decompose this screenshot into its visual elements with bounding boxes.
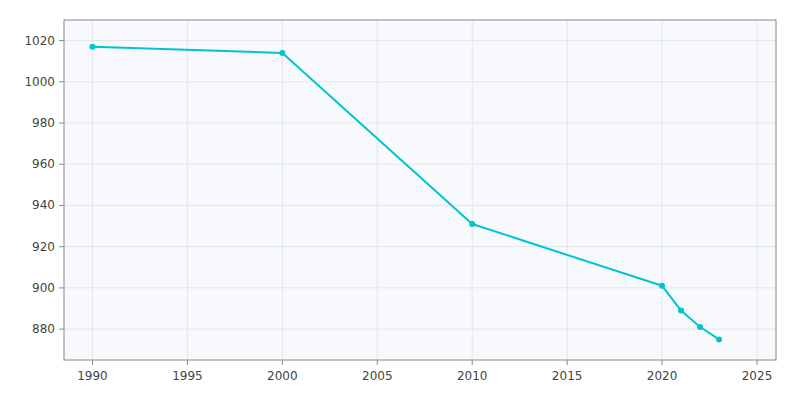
point-marker bbox=[659, 283, 665, 289]
y-tick bbox=[59, 81, 64, 82]
point-marker bbox=[678, 308, 684, 314]
x-tick bbox=[757, 360, 758, 365]
y-tick bbox=[59, 40, 64, 41]
x-grid-line bbox=[757, 20, 758, 360]
x-grid-line bbox=[282, 20, 283, 360]
y-tick bbox=[59, 205, 64, 206]
y-grid-line bbox=[64, 329, 776, 330]
y-grid-line bbox=[64, 205, 776, 206]
x-tick-label: 1995 bbox=[172, 369, 203, 383]
y-grid-line bbox=[64, 40, 776, 41]
y-tick bbox=[59, 329, 64, 330]
x-grid-line bbox=[92, 20, 93, 360]
x-grid-line bbox=[187, 20, 188, 360]
y-grid-line bbox=[64, 246, 776, 247]
point-marker bbox=[716, 336, 722, 342]
y-tick bbox=[59, 246, 64, 247]
x-tick bbox=[377, 360, 378, 365]
y-tick-label: 920 bbox=[32, 240, 55, 254]
x-grid-line bbox=[377, 20, 378, 360]
x-tick-label: 2000 bbox=[267, 369, 298, 383]
x-tick-label: 2010 bbox=[457, 369, 488, 383]
x-tick bbox=[472, 360, 473, 365]
y-tick-label: 1000 bbox=[24, 75, 55, 89]
x-tick bbox=[662, 360, 663, 365]
y-grid-line bbox=[64, 81, 776, 82]
y-tick bbox=[59, 164, 64, 165]
point-marker bbox=[697, 324, 703, 330]
y-tick-label: 1020 bbox=[24, 34, 55, 48]
point-marker bbox=[469, 221, 475, 227]
x-tick bbox=[567, 360, 568, 365]
point-marker bbox=[89, 44, 95, 50]
y-grid-line bbox=[64, 287, 776, 288]
y-tick-label: 880 bbox=[32, 322, 55, 336]
plot-frame bbox=[64, 20, 776, 360]
x-tick-label: 2020 bbox=[647, 369, 678, 383]
axes: 1990 1995 2000 2005 2010 2015 2020 2025 880 900 92… bbox=[24, 20, 776, 383]
x-tick-label: 1990 bbox=[77, 369, 108, 383]
x-tick-label: 2005 bbox=[362, 369, 393, 383]
chart-svg: 1990 1995 2000 2005 2010 2015 2020 2025 880 900 92… bbox=[0, 0, 800, 400]
x-tick-label: 2025 bbox=[742, 369, 773, 383]
y-tick bbox=[59, 123, 64, 124]
y-tick-label: 940 bbox=[32, 198, 55, 212]
y-grid-line bbox=[64, 123, 776, 124]
x-grid-line bbox=[472, 20, 473, 360]
y-tick bbox=[59, 287, 64, 288]
y-grid-line bbox=[64, 164, 776, 165]
y-tick-label: 900 bbox=[32, 281, 55, 295]
line bbox=[92, 47, 719, 340]
x-grid-line bbox=[662, 20, 663, 360]
data-layer bbox=[89, 44, 722, 343]
x-tick bbox=[282, 360, 283, 365]
grid bbox=[64, 20, 776, 360]
y-tick-label: 960 bbox=[32, 157, 55, 171]
x-tick bbox=[187, 360, 188, 365]
point-marker bbox=[279, 50, 285, 56]
y-tick-label: 980 bbox=[32, 116, 55, 130]
x-tick-label: 2015 bbox=[552, 369, 583, 383]
plot-background bbox=[64, 20, 776, 360]
chart-container: 1990 1995 2000 2005 2010 2015 2020 2025 880 900 92… bbox=[0, 0, 800, 400]
x-grid-line bbox=[567, 20, 568, 360]
x-tick bbox=[92, 360, 93, 365]
